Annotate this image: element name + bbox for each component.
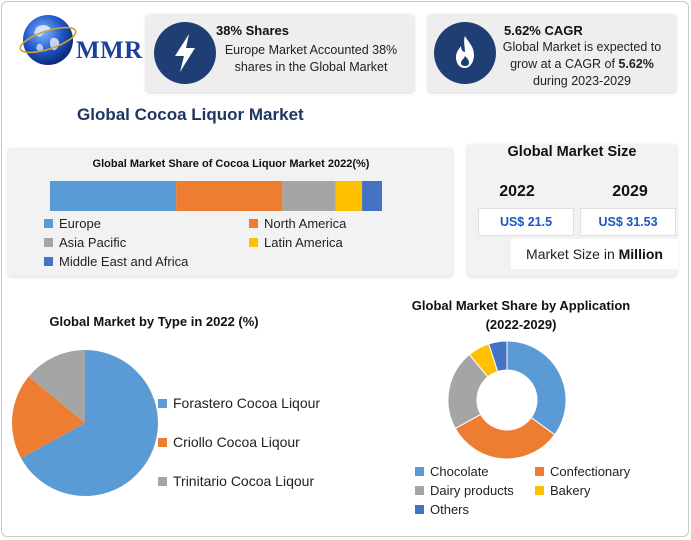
legend-swatch bbox=[535, 467, 544, 476]
cagr-description: Global Market is expected to grow at a C… bbox=[502, 40, 662, 88]
donut-slice-confectionary bbox=[454, 413, 556, 460]
legend-swatch bbox=[44, 219, 53, 228]
bar-segment-latin-america bbox=[335, 181, 363, 211]
type-pie-title: Global Market by Type in 2022 (%) bbox=[49, 314, 259, 329]
brand-logo: MMR bbox=[12, 10, 142, 70]
legend-label: Criollo Cocoa Liqour bbox=[173, 434, 300, 450]
donut-slice-chocolate bbox=[506, 340, 567, 436]
legend-label: Chocolate bbox=[430, 464, 489, 479]
pie-slice-trinitario-cocoa-liqour bbox=[28, 350, 85, 423]
legend-swatch bbox=[158, 398, 167, 408]
share-legend-latin-america: Latin America bbox=[249, 235, 343, 250]
legend-swatch bbox=[158, 476, 167, 486]
cagr-card: 5.62% CAGR Global Market is expected to … bbox=[428, 14, 676, 92]
pie-slice-criollo-cocoa-liqour bbox=[12, 376, 85, 459]
legend-swatch bbox=[249, 238, 258, 247]
legend-label: North America bbox=[264, 216, 347, 231]
legend-label: Middle East and Africa bbox=[59, 254, 189, 269]
share-bar-title: Global Market Share of Cocoa Liquor Mark… bbox=[92, 158, 370, 170]
shares-card: 38% Shares Europe Market Accounted 38% s… bbox=[146, 14, 414, 92]
shares-title: 38% Shares bbox=[216, 23, 289, 38]
application-legend-chocolate: Chocolate bbox=[415, 464, 489, 479]
year-2029: 2029 bbox=[612, 183, 648, 200]
donut-slice-others bbox=[488, 340, 508, 373]
share-stacked-bar-chart bbox=[50, 181, 382, 211]
application-donut-chart bbox=[447, 340, 567, 460]
application-legend-dairy-products: Dairy products bbox=[415, 483, 514, 498]
market-size-unit: Market Size in Million bbox=[511, 239, 678, 269]
pie-slice-forastero-cocoa-liqour bbox=[21, 350, 158, 496]
legend-swatch bbox=[158, 437, 167, 447]
legend-swatch bbox=[415, 505, 424, 514]
type-legend-criollo-cocoa-liqour: Criollo Cocoa Liqour bbox=[158, 434, 300, 450]
legend-label: Bakery bbox=[550, 483, 591, 498]
flame-icon bbox=[434, 22, 496, 84]
share-legend-north-america: North America bbox=[249, 216, 346, 231]
legend-swatch bbox=[535, 486, 544, 495]
legend-label: Latin America bbox=[264, 235, 343, 250]
bar-segment-middle-east-and-africa bbox=[362, 181, 382, 211]
legend-swatch bbox=[249, 219, 258, 228]
application-legend-bakery: Bakery bbox=[535, 483, 590, 498]
legend-label: Europe bbox=[59, 216, 101, 231]
legend-label: Asia Pacific bbox=[59, 235, 127, 250]
logo-text: MMR bbox=[76, 37, 143, 64]
share-legend-asia-pacific: Asia Pacific bbox=[44, 235, 126, 250]
page-title: Global Cocoa Liquor Market bbox=[77, 105, 304, 124]
cagr-title: 5.62% CAGR bbox=[504, 23, 583, 38]
application-legend-others: Others bbox=[415, 502, 469, 517]
value-2022: US$ 21.5 bbox=[478, 208, 574, 236]
bar-segment-europe bbox=[50, 181, 177, 211]
application-donut-title-line1: Global Market Share by Application bbox=[411, 298, 631, 313]
legend-label: Dairy products bbox=[430, 483, 514, 498]
legend-swatch bbox=[44, 238, 53, 247]
application-legend-confectionary: Confectionary bbox=[535, 464, 630, 479]
lightning-bolt-icon bbox=[154, 22, 216, 84]
application-donut-title-line2: (2022-2029) bbox=[485, 317, 557, 332]
legend-label: Trinitario Cocoa Liqour bbox=[173, 473, 315, 489]
value-2029: US$ 31.53 bbox=[580, 208, 676, 236]
type-legend-forastero-cocoa-liqour: Forastero Cocoa Liqour bbox=[158, 395, 320, 411]
legend-label: Confectionary bbox=[550, 464, 631, 479]
share-legend-middle-east-and-africa: Middle East and Africa bbox=[44, 254, 188, 269]
legend-swatch bbox=[415, 467, 424, 476]
share-legend-europe: Europe bbox=[44, 216, 101, 231]
bar-segment-north-america bbox=[176, 181, 283, 211]
legend-swatch bbox=[415, 486, 424, 495]
legend-swatch bbox=[44, 257, 53, 266]
share-bar-panel bbox=[8, 148, 453, 276]
market-size-title: Global Market Size bbox=[507, 144, 637, 160]
legend-label: Others bbox=[430, 502, 470, 517]
application-donut-title: Global Market Share by Application (2022… bbox=[396, 296, 646, 334]
globe-icon bbox=[19, 15, 77, 65]
shares-description: Europe Market Accounted 38% shares in th… bbox=[224, 43, 398, 74]
legend-label: Forastero Cocoa Liqour bbox=[173, 395, 321, 411]
type-legend-trinitario-cocoa-liqour: Trinitario Cocoa Liqour bbox=[158, 473, 314, 489]
year-2022: 2022 bbox=[499, 183, 535, 200]
type-pie-chart bbox=[12, 350, 158, 496]
bar-segment-asia-pacific bbox=[282, 181, 336, 211]
